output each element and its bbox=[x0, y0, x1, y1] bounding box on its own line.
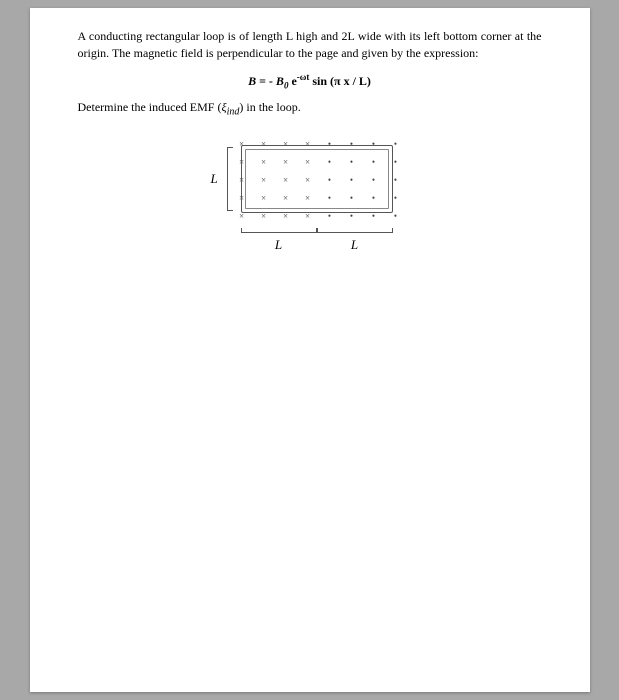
conducting-loop bbox=[241, 145, 393, 213]
problem-intro: A conducting rectangular loop is of leng… bbox=[78, 28, 542, 62]
symbol-B: B bbox=[248, 74, 256, 88]
height-label-L: L bbox=[211, 171, 218, 187]
magnetic-field-formula: B = - B0 e-ωt sin (π x / L) bbox=[78, 72, 542, 90]
width-dimension-lines bbox=[241, 225, 393, 233]
diagram-wrapper: ××××••••××××••••××××••••××××••••××××••••… bbox=[205, 129, 415, 269]
question-text: Determine the induced EMF (ξind) in the … bbox=[78, 100, 542, 117]
document-page: A conducting rectangular loop is of leng… bbox=[30, 8, 590, 692]
loop-diagram: ××××••••××××••••××××••••××××••••××××••••… bbox=[78, 129, 542, 269]
width-label-L2: L bbox=[317, 237, 393, 253]
height-dimension-line bbox=[227, 147, 233, 211]
width-label-L1: L bbox=[241, 237, 317, 253]
symbol-B0: B0 bbox=[276, 74, 289, 88]
width-labels: L L bbox=[241, 237, 393, 253]
